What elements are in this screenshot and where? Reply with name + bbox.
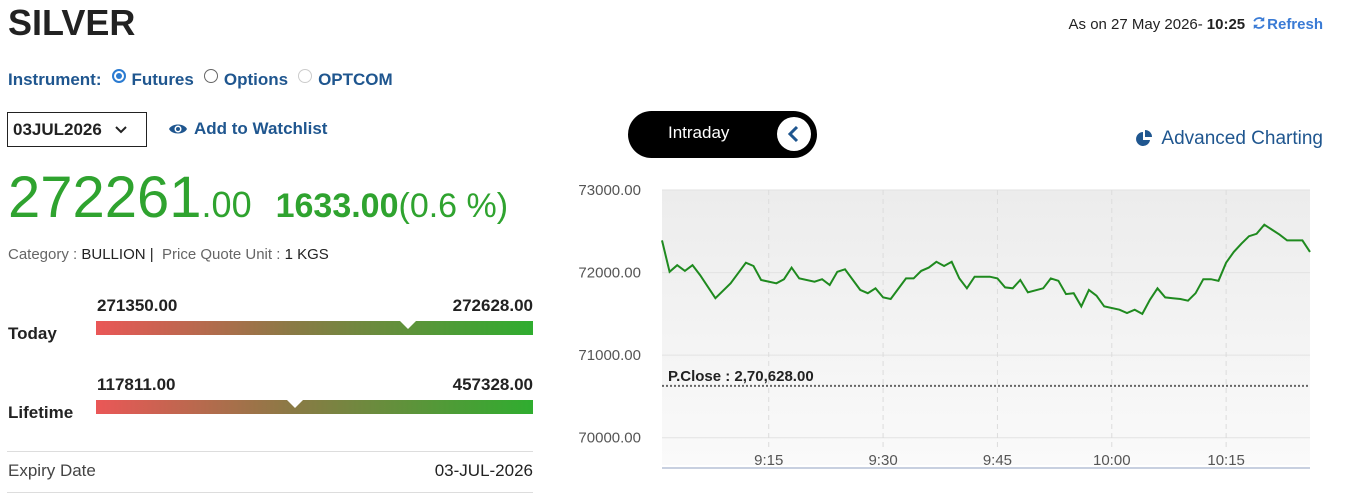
x-tick-label: 9:45 <box>983 452 1012 469</box>
x-tick-label: 10:00 <box>1093 452 1131 469</box>
radio-option[interactable]: Options <box>200 69 289 90</box>
watchlist-text: Add to Watchlist <box>194 119 328 138</box>
plot-area <box>662 190 1310 465</box>
radio-option[interactable]: OPTCOM <box>294 69 393 90</box>
price-change-pct: (0.6 %) <box>398 187 509 225</box>
instrument-row: Instrument: Futures Options OPTCOM <box>8 69 393 90</box>
as-on-time: 10:25 <box>1206 16 1246 33</box>
range-low: 271350.00 <box>97 296 178 315</box>
expiry-value: 03-JUL-2026 <box>434 461 533 480</box>
expiry-select-text: 03JUL2026 <box>13 119 102 139</box>
as-on: As on 27 May 2026- 10:25 Refresh <box>1069 16 1323 33</box>
radio <box>111 69 126 83</box>
series-line <box>661 223 1311 316</box>
advanced-charting-link[interactable]: Advanced Charting <box>1135 128 1323 150</box>
refresh-text: Refresh <box>1267 16 1323 33</box>
price: 272261.00 1633.00 (0.6 %) <box>8 164 508 231</box>
range-bar <box>96 400 533 414</box>
range-high: 272628.00 <box>452 296 533 315</box>
unit-label: Price Quote Unit : <box>162 246 281 263</box>
price-change: 1633.00 <box>275 187 399 225</box>
range-low: 117811.00 <box>97 375 176 394</box>
pie-icon <box>1136 130 1153 146</box>
range-marker <box>286 400 303 408</box>
category-label: Category : <box>8 246 78 263</box>
price-decimal: .00 <box>201 184 252 225</box>
range-bar <box>96 321 533 335</box>
unit: 1 KGS <box>284 246 329 263</box>
range-marker <box>399 321 416 329</box>
intraday-toggle[interactable]: Intraday <box>628 111 817 158</box>
category: BULLION <box>81 246 146 263</box>
radio-option[interactable]: Futures <box>108 69 194 90</box>
divider <box>7 492 533 493</box>
advanced-text: Advanced Charting <box>1161 128 1323 149</box>
range-high: 457328.00 <box>452 375 533 394</box>
instrument-label: Instrument: <box>8 70 102 89</box>
watchlist-link[interactable]: Add to Watchlist <box>168 119 327 139</box>
chevron-down <box>115 125 127 133</box>
range-name: Lifetime <box>8 403 74 422</box>
x-tick-label: 9:15 <box>754 452 783 469</box>
separator: | <box>149 246 154 263</box>
x-tick-label: 9:30 <box>868 452 897 469</box>
radio <box>298 69 313 83</box>
range-name: Today <box>8 324 57 343</box>
as-on-date: As on 27 May 2026- <box>1068 16 1203 33</box>
price-main: 272261 <box>8 165 202 230</box>
y-tick-label: 70000.00 <box>578 430 641 447</box>
title: SILVER <box>8 2 136 43</box>
refresh-link[interactable]: Refresh <box>1251 16 1323 33</box>
radio <box>203 69 218 83</box>
radio-label: Futures <box>131 70 194 89</box>
chart: 70000.00 71000.00 72000.00 73000.00 9:15 9:30… <box>578 182 1311 469</box>
x-tick-label: 10:15 <box>1207 452 1245 469</box>
toggle-knob <box>777 117 811 151</box>
annotation: P.Close : 2,70,628.00 <box>668 368 814 385</box>
y-tick-label: 73000.00 <box>578 182 641 199</box>
radio-label: OPTCOM <box>318 70 393 89</box>
y-tick-label: 71000.00 <box>578 347 641 364</box>
divider <box>7 451 533 452</box>
eye-icon <box>169 124 187 134</box>
radio-label: Options <box>223 70 289 89</box>
category-line: Category : BULLION | Price Quote Unit : … <box>8 246 329 263</box>
expiry-select[interactable]: 03JUL2026 <box>7 112 147 147</box>
y-tick-label: 72000.00 <box>578 265 641 282</box>
expiry-label: Expiry Date <box>8 461 96 480</box>
toggle-text: Intraday <box>668 123 730 142</box>
refresh-icon <box>1253 16 1265 30</box>
